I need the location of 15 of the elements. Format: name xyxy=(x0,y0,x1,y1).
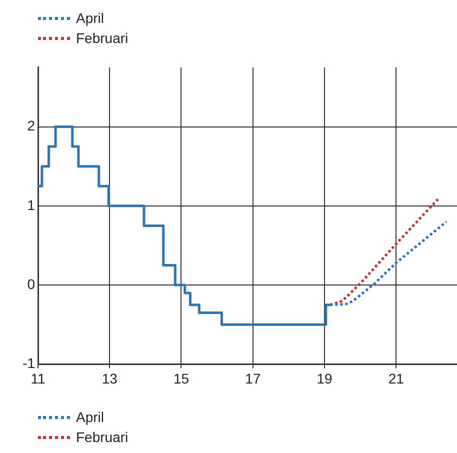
text: Februari xyxy=(76,30,128,46)
x-tick-label: 19 xyxy=(316,370,332,386)
x-tick-label: 11 xyxy=(30,370,46,386)
x-tick-label: 15 xyxy=(173,370,190,386)
y-tick-label: 1 xyxy=(27,196,36,213)
y-tick-label: -1 xyxy=(22,355,36,372)
x-tick-label: 17 xyxy=(245,370,261,386)
y-tick-label: 2 xyxy=(27,118,36,134)
legend-label: Februari xyxy=(76,429,128,445)
y-tick-label: 0 xyxy=(27,276,36,292)
x-tick-label: 13 xyxy=(102,370,118,386)
x-tick-label: 21 xyxy=(388,370,404,386)
text: April xyxy=(76,10,104,26)
line-series xyxy=(328,196,440,306)
legend-label: April xyxy=(76,409,104,425)
